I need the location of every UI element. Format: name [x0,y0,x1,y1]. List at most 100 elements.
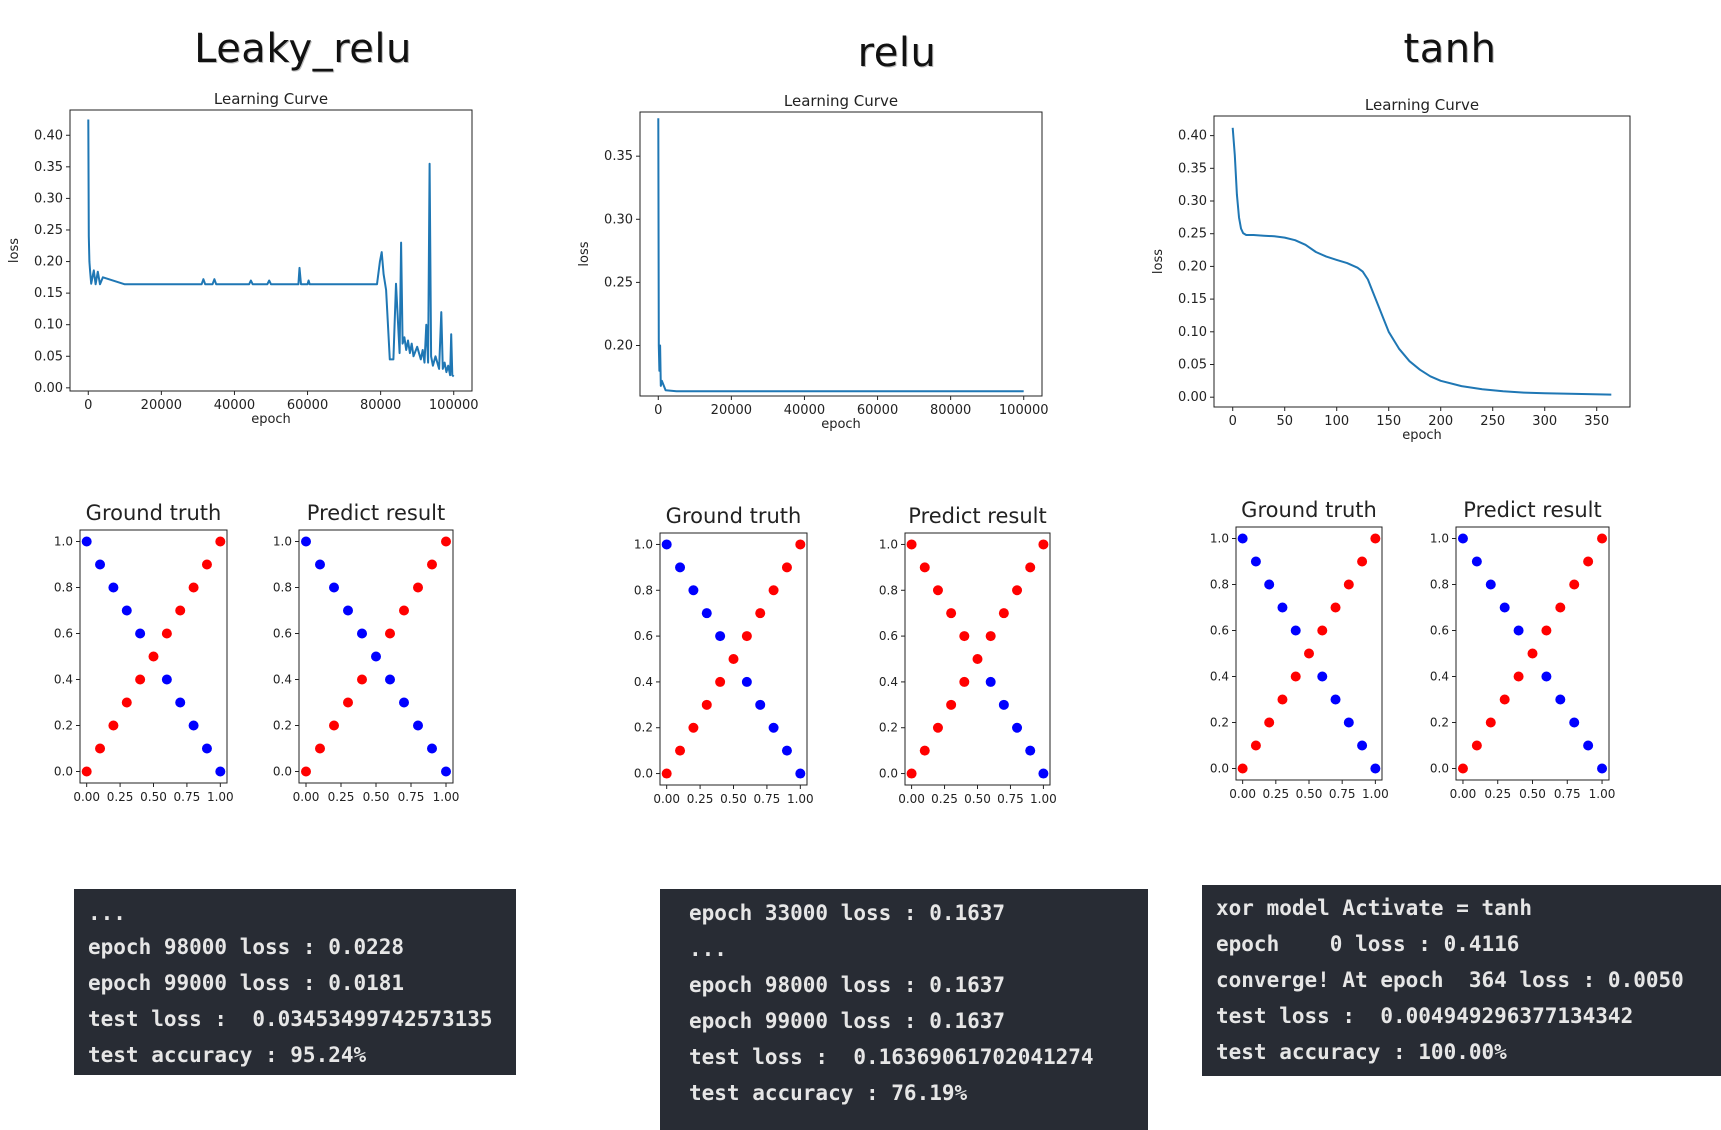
data-point [741,676,752,687]
y-tick-label: 0.20 [34,255,63,270]
data-point [1457,533,1468,544]
x-axis-label: epoch [821,417,861,432]
terminal-line: epoch 33000 loss : 0.1637 [689,901,1006,925]
chart-title: Learning Curve [214,90,328,108]
data-point [1012,722,1023,733]
data-point [1485,579,1496,590]
y-tick-label: 0.4 [634,675,653,689]
data-point [1277,694,1288,705]
x-axis-label: epoch [1402,428,1442,443]
data-point [135,674,146,685]
column-title-tanh: tanh [1403,26,1497,72]
leaky-ground-truth-chart: Ground truth 0.00 0.25 0.50 0.75 1.00 0.0 0.2 0.… [54,501,234,804]
y-tick-label: 1.0 [634,537,653,551]
x-axis-label: epoch [251,412,291,427]
y-tick-label: 0.30 [1178,194,1207,209]
data-point [1237,763,1248,774]
x-tick-label: 350 [1584,414,1609,429]
data-point [998,608,1009,619]
data-point [661,768,672,779]
y-tick-label: 0.35 [34,160,63,175]
x-tick-label: 0.75 [1329,787,1356,801]
data-point [343,697,353,708]
data-point [985,631,996,642]
relu-ground-truth-chart: Ground truth 0.00 0.25 0.50 0.75 1.00 0.0 0.2 0.… [634,504,814,806]
data-point [399,605,409,616]
x-tick-label: 0.75 [174,790,201,804]
x-tick-label: 0.00 [898,792,925,806]
data-point [161,674,172,685]
data-point [385,628,395,639]
data-point [315,743,325,754]
x-tick-label: 0.25 [1262,787,1289,801]
data-point [1541,671,1552,682]
data-point [919,745,930,756]
data-point [985,676,996,687]
data-point [108,582,119,593]
data-point [688,722,699,733]
x-tick-label: 0.50 [964,792,991,806]
data-point [1025,745,1036,756]
y-tick-label: 0.2 [1430,716,1449,730]
data-point [701,608,712,619]
x-tick-label: 0.75 [398,790,425,804]
y-tick-label: 0.30 [604,212,633,227]
data-point [215,766,226,777]
y-tick-label: 0.4 [1430,670,1449,684]
data-point [1471,556,1482,567]
chart-title: Learning Curve [784,92,898,110]
x-tick-label: 0 [1229,414,1237,429]
plot-frame [79,529,228,784]
y-tick-label: 0.40 [34,128,63,143]
data-point [441,536,451,547]
terminal-line: ... [689,937,727,961]
data-point [972,654,983,664]
relu-terminal: epoch 33000 loss : 0.1637 ... epoch 9800… [660,889,1148,1130]
y-tick-label: 0.6 [634,629,653,643]
data-point [329,720,339,731]
data-point [1583,556,1594,567]
column-title-relu: relu [857,30,937,76]
y-tick-label: 0.8 [1430,578,1449,592]
y-tick-label: 0.8 [634,583,653,597]
column-title-leaky-relu: Leaky_relu [194,26,412,72]
data-point [1370,533,1381,544]
y-tick-label: 0.35 [604,149,633,164]
data-point [1038,768,1049,779]
y-tick-label: 0.15 [34,286,63,301]
data-point [175,697,186,708]
y-tick-label: 0.25 [34,223,63,238]
y-tick-label: 0.0 [1430,762,1449,776]
data-point [215,536,226,547]
x-tick-label: 40000 [784,403,825,418]
data-point [1513,625,1524,636]
x-tick-label: 0.25 [687,792,714,806]
y-tick-label: 0.0 [879,767,898,781]
data-point [715,676,726,687]
y-tick-label: 0.05 [1178,357,1207,372]
data-point [959,631,970,642]
x-tick-label: 1.00 [1362,787,1389,801]
y-tick-label: 0.0 [634,767,653,781]
data-point [441,766,451,777]
x-tick-label: 1.00 [207,790,234,804]
plot-frame [1213,115,1631,408]
terminal-line: epoch 99000 loss : 0.0181 [88,971,405,995]
x-tick-label: 0.25 [328,790,355,804]
data-point [301,536,311,547]
data-point [1012,585,1023,596]
tanh-terminal: xor model Activate = tanh epoch 0 loss :… [1202,885,1721,1076]
y-tick-label: 0.05 [34,349,63,364]
plot-frame [659,532,808,786]
data-point [1250,740,1261,751]
data-point [427,559,437,570]
data-point [906,539,917,550]
plot-frame [69,109,473,392]
terminal-line: test accuracy : 100.00% [1216,1040,1507,1064]
data-point [385,674,395,685]
x-tick-label: 50 [1276,414,1293,429]
y-tick-label: 0.8 [54,581,73,595]
y-axis-label: loss [7,238,22,263]
chart-title: Ground truth [86,501,222,525]
terminal-line: epoch 98000 loss : 0.0228 [88,935,405,959]
